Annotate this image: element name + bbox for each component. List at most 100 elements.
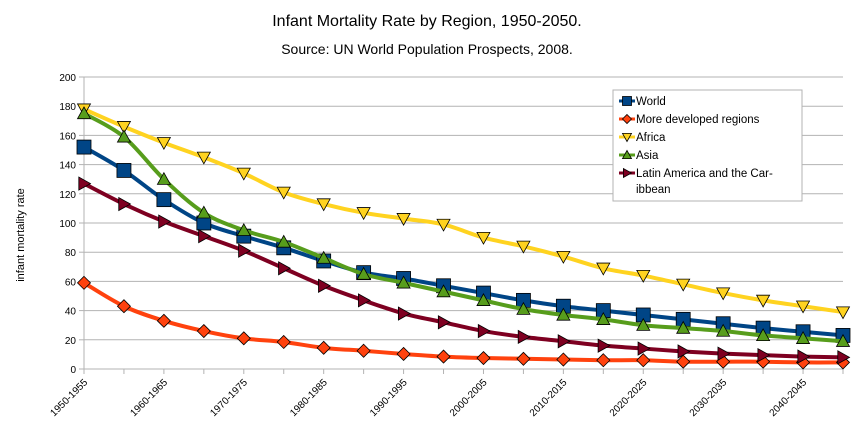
data-point (476, 293, 491, 306)
data-point (116, 121, 132, 134)
y-tick-label: 60 (65, 277, 77, 288)
y-tick-label: 80 (65, 248, 77, 259)
legend-item: Asia (619, 149, 659, 162)
data-point (516, 301, 531, 315)
data-point (396, 346, 411, 362)
x-tick-label: 2010-2015 (528, 377, 570, 419)
x-tick-label: 1960-1965 (128, 377, 170, 419)
data-point (156, 313, 171, 328)
y-tick-label: 160 (59, 131, 76, 142)
data-point (198, 228, 212, 244)
legend-box (612, 89, 803, 202)
x-tick-label: 2030-2035 (688, 377, 730, 419)
data-point (116, 299, 132, 314)
data-point (276, 186, 291, 200)
data-point (637, 341, 651, 356)
legend: World More developed regions Africa Asia Lat… (612, 89, 803, 202)
data-point (596, 262, 611, 276)
data-point (116, 129, 132, 143)
data-point (236, 331, 251, 346)
x-tick-label: 1990-1995 (368, 377, 410, 419)
data-point (676, 278, 691, 292)
data-point (476, 350, 491, 366)
data-point (436, 349, 451, 364)
data-point (316, 250, 331, 264)
y-axis-title: infant mortality rate (15, 188, 27, 282)
data-point (596, 312, 611, 325)
y-tick-label: 180 (59, 102, 76, 113)
data-point (318, 278, 332, 293)
y-tick-label: 200 (59, 73, 76, 84)
series-more-developed-regions (76, 275, 851, 370)
data-point (236, 222, 251, 236)
data-point (795, 300, 811, 314)
series-group (76, 103, 851, 370)
y-tick-label: 100 (59, 219, 76, 230)
data-point (396, 275, 411, 289)
data-point (556, 307, 571, 321)
legend-label: Latin America and the Car- (636, 168, 773, 180)
data-point (396, 213, 411, 226)
series-latin-america-and-the-caribbean (78, 176, 851, 365)
data-point (797, 349, 811, 364)
data-point (677, 344, 691, 359)
data-point (158, 214, 172, 229)
data-point (276, 234, 291, 248)
data-point (196, 323, 211, 339)
series-africa (76, 103, 851, 320)
legend-item: More developed regions (619, 113, 760, 126)
data-point (356, 266, 371, 280)
data-point (557, 334, 571, 349)
x-tick-label: 2020-2025 (608, 377, 650, 419)
chart-subtitle: Source: UN World Population Prospects, 2… (281, 41, 573, 57)
legend-marker-icon (621, 132, 633, 143)
legend-item: Africa (619, 132, 666, 144)
data-point (156, 171, 172, 185)
data-point (356, 207, 371, 221)
data-point (358, 293, 371, 308)
y-tick-label: 120 (59, 190, 76, 201)
data-point (356, 343, 371, 358)
data-point (278, 261, 292, 276)
x-axis-ticks: 1950-1955 1960-1965 1970-1975 1980-1985 1990… (49, 369, 844, 419)
data-point (116, 163, 132, 178)
data-point (516, 240, 531, 254)
data-point (316, 340, 331, 355)
legend-label: World (636, 96, 666, 108)
data-point (556, 250, 571, 264)
legend-label: ibbean (636, 184, 671, 196)
y-tick-label: 40 (65, 307, 77, 318)
chart-title: Infant Mortality Rate by Region, 1950-20… (272, 13, 582, 30)
x-tick-label: 2000-2005 (448, 377, 490, 419)
y-tick-label: 140 (59, 161, 76, 172)
data-point (78, 176, 92, 191)
legend-marker-icon (621, 149, 633, 160)
data-point (755, 328, 771, 342)
data-point (755, 294, 771, 308)
legend-item: World (619, 96, 666, 108)
data-point (316, 198, 331, 212)
data-point (196, 151, 212, 165)
data-point (835, 333, 851, 347)
data-point (436, 284, 451, 298)
x-tick-label: 1950-1955 (49, 377, 91, 419)
data-point (397, 306, 411, 321)
data-point (517, 329, 531, 345)
legend-label: Asia (636, 150, 659, 162)
data-point (476, 231, 491, 245)
data-point (76, 106, 92, 120)
data-point (236, 167, 251, 181)
data-point (676, 320, 691, 334)
data-point (597, 338, 611, 353)
legend-label: More developed regions (636, 114, 760, 126)
data-point (715, 287, 731, 301)
legend-item: Latin America and the Car-ibbean (619, 167, 773, 196)
data-point (436, 218, 451, 232)
axes (83, 77, 843, 374)
data-point (76, 275, 92, 290)
data-point (437, 315, 451, 330)
data-point (156, 192, 172, 208)
data-point (757, 347, 771, 363)
legend-label: Africa (636, 132, 666, 144)
